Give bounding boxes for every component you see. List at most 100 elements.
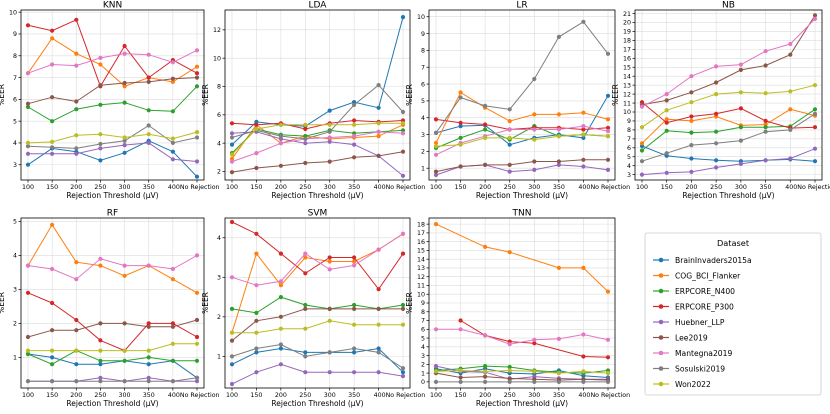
series-line: [231, 233, 404, 333]
data-point: [98, 83, 103, 88]
data-point: [458, 327, 463, 332]
data-point: [605, 93, 611, 98]
data-point: [327, 350, 332, 355]
data-point: [170, 140, 175, 145]
data-point: [50, 36, 55, 41]
data-point: [194, 253, 200, 258]
data-point: [532, 369, 537, 374]
data-point: [639, 125, 645, 130]
data-point: [170, 60, 175, 65]
legend-marker: [658, 381, 664, 387]
data-point: [689, 143, 694, 148]
data-point: [303, 350, 308, 355]
series-line: [641, 108, 816, 144]
data-point: [229, 121, 235, 126]
series-line: [231, 233, 404, 286]
data-point: [433, 140, 439, 146]
data-point: [763, 49, 768, 54]
data-point: [433, 172, 439, 178]
y-tick-label: 9: [421, 300, 425, 307]
y-tick-label: 5: [13, 219, 17, 226]
data-point: [327, 139, 332, 144]
x-tick-label: 150: [455, 392, 467, 399]
x-tick-label: 400No Rejection: [168, 184, 220, 191]
data-point: [194, 75, 200, 80]
data-point: [532, 337, 537, 342]
data-point: [605, 355, 611, 360]
x-tick-label: 100: [22, 392, 34, 399]
data-point: [254, 346, 259, 351]
series-huebner-llp: [25, 140, 200, 164]
legend-item: BrainInvaders2015a: [653, 256, 752, 265]
x-tick-label: 100: [226, 392, 238, 399]
data-point: [352, 322, 357, 327]
data-point: [581, 127, 586, 132]
data-point: [581, 157, 586, 162]
data-point: [74, 277, 79, 282]
data-point: [738, 161, 744, 166]
data-point: [122, 143, 127, 148]
y-tick-label: 12: [417, 274, 425, 281]
data-point: [327, 108, 332, 113]
data-point: [483, 374, 488, 379]
data-point: [98, 379, 103, 384]
data-point: [581, 354, 586, 359]
data-point: [458, 318, 463, 323]
y-tick-label: 11: [417, 283, 425, 290]
data-point: [556, 127, 562, 132]
data-point: [170, 109, 175, 114]
data-point: [812, 16, 818, 21]
data-point: [303, 306, 308, 311]
data-point: [303, 251, 308, 256]
data-point: [254, 283, 259, 288]
legend-item: COG_BCI_Flanker: [653, 271, 741, 280]
series-line: [27, 124, 198, 149]
data-point: [122, 263, 127, 268]
data-point: [170, 157, 175, 162]
data-point: [229, 330, 235, 335]
data-point: [74, 317, 79, 323]
y-tick-label: 17: [623, 47, 631, 54]
y-tick-label: 13: [623, 82, 631, 89]
y-tick-label: 7: [13, 75, 17, 82]
data-point: [581, 164, 586, 169]
data-point: [327, 129, 332, 134]
data-point: [788, 107, 793, 112]
data-point: [352, 263, 357, 268]
x-tick-label: 300: [324, 184, 336, 191]
data-point: [194, 379, 200, 384]
data-point: [352, 155, 357, 160]
data-point: [581, 369, 586, 374]
data-point: [303, 255, 308, 260]
data-point: [376, 129, 381, 134]
y-tick-label: 15: [417, 248, 425, 255]
series-won2022: [639, 83, 818, 130]
panel-knn: 3 4 5 6 7 8 9 10 100 150 200 250 300 350 400No Rejecti…: [0, 1, 220, 201]
x-tick-label: 100: [636, 184, 648, 191]
data-point: [278, 362, 283, 367]
y-tick-label: 19: [623, 29, 631, 36]
series-line: [641, 148, 816, 176]
data-point: [400, 128, 406, 133]
y-tick-label: 15: [623, 64, 631, 71]
y-tick-label: 17: [417, 230, 425, 237]
data-point: [788, 89, 793, 94]
y-tick-label: 9: [421, 31, 425, 38]
data-point: [507, 376, 512, 381]
y-axis-label: %EER: [611, 84, 620, 106]
data-point: [194, 135, 200, 140]
data-point: [98, 375, 103, 380]
data-point: [433, 117, 439, 122]
data-point: [507, 379, 512, 384]
data-point: [194, 71, 200, 76]
plot-frame: [224, 217, 411, 389]
data-point: [229, 142, 235, 147]
series-huebner-llp: [639, 146, 818, 177]
data-point: [229, 381, 235, 387]
panel-title: LR: [516, 1, 527, 11]
x-tick-label: 400No Rejection: [168, 392, 220, 399]
legend-marker: [658, 319, 664, 325]
data-point: [581, 19, 586, 24]
data-point: [303, 122, 308, 127]
data-point: [763, 118, 768, 123]
